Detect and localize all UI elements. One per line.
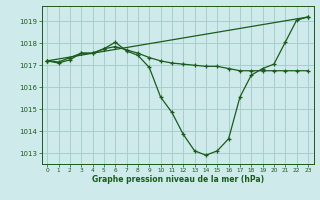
X-axis label: Graphe pression niveau de la mer (hPa): Graphe pression niveau de la mer (hPa): [92, 175, 264, 184]
